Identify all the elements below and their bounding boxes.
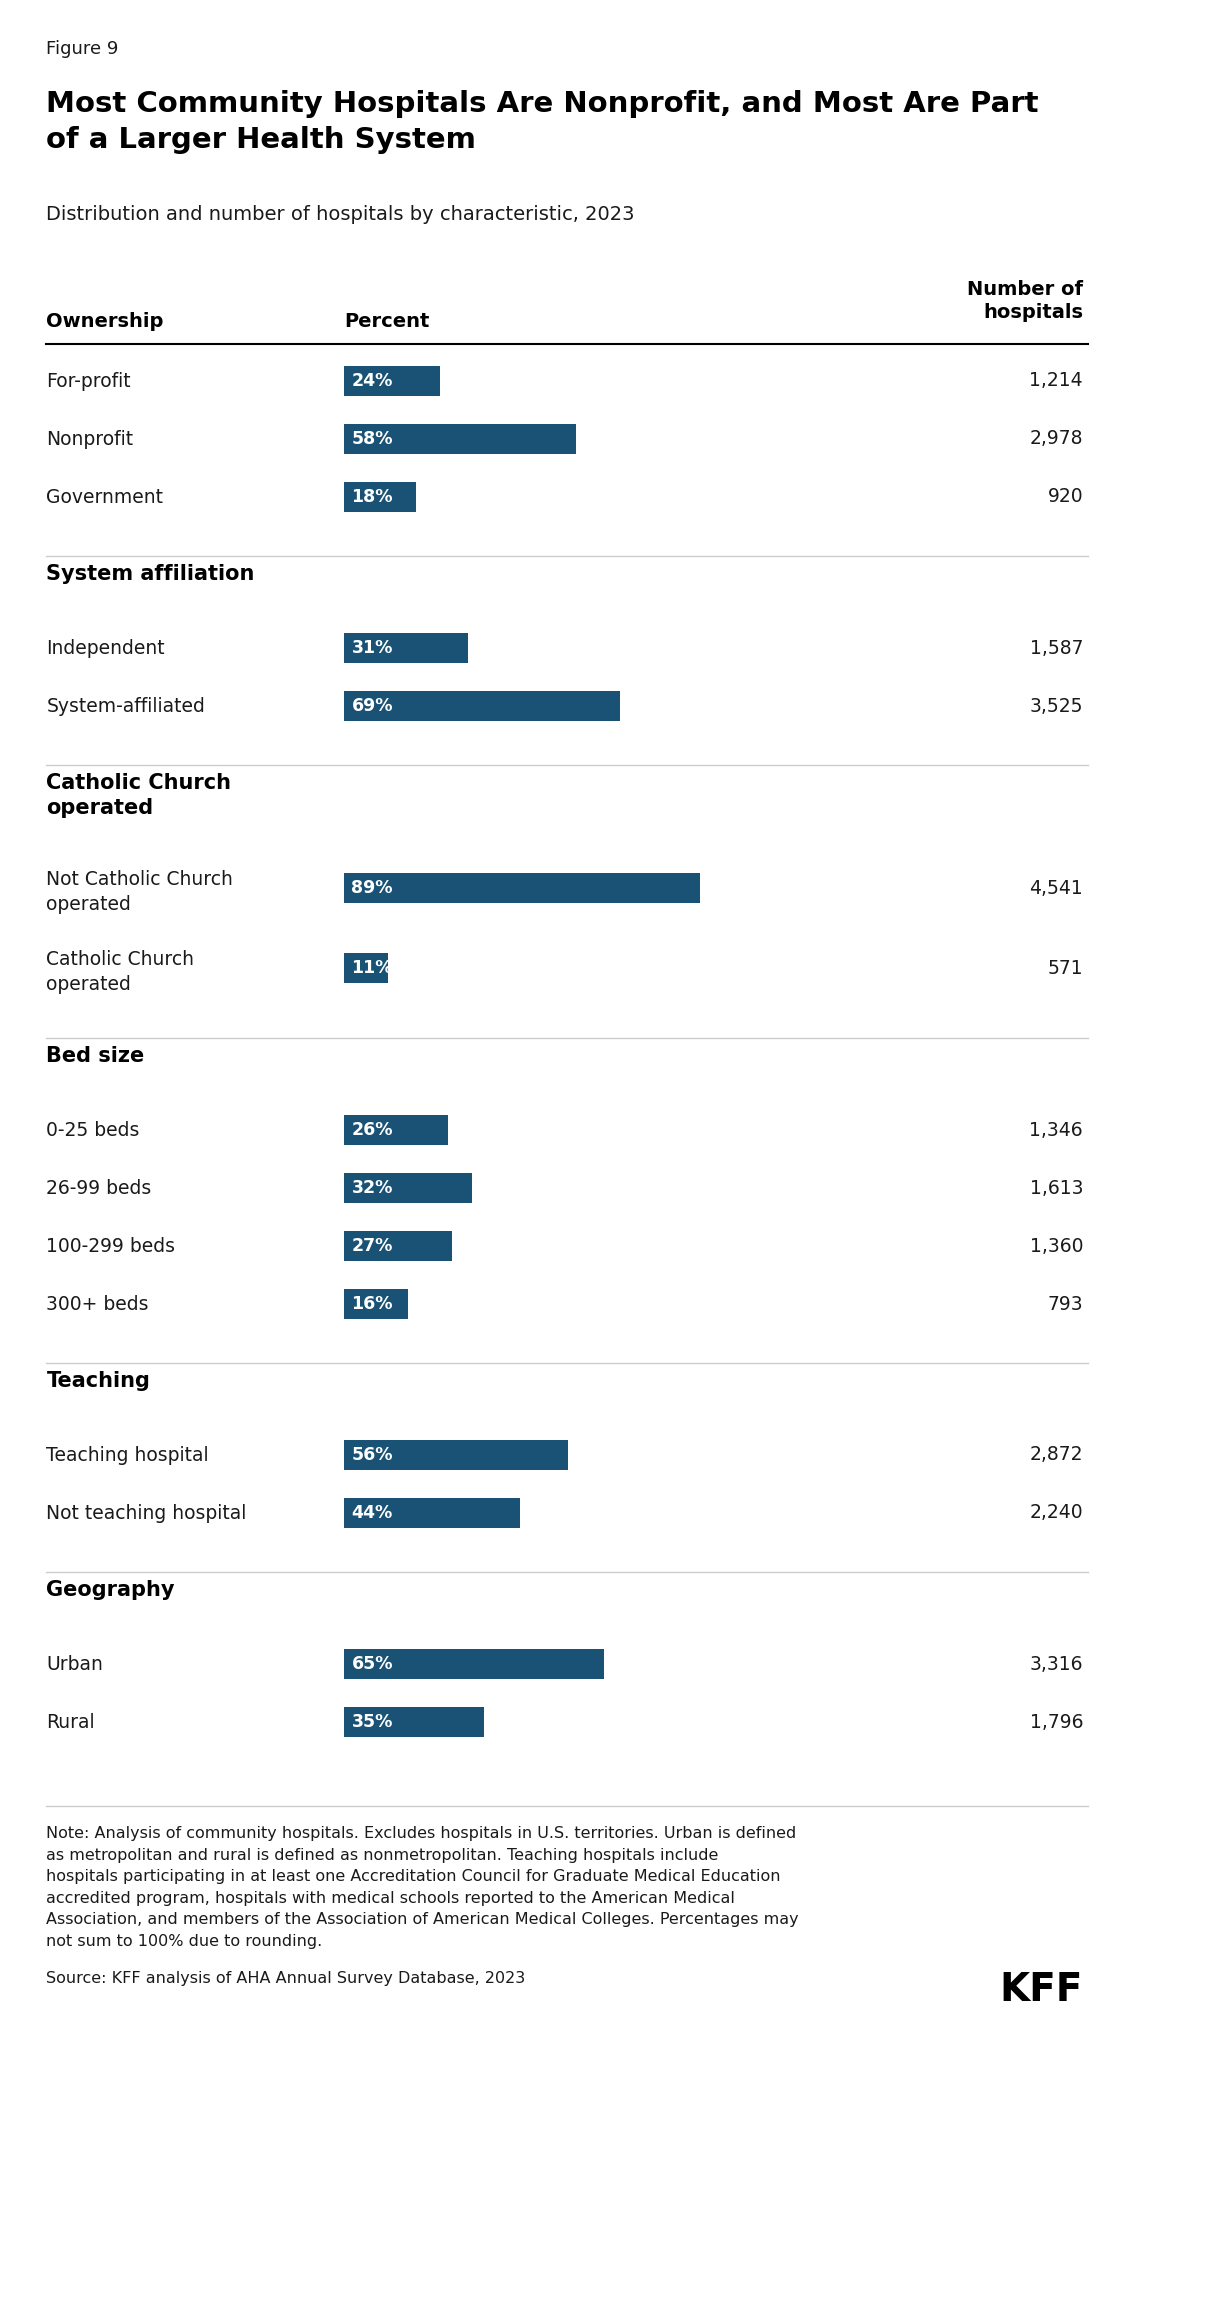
Text: Percent: Percent [344, 311, 429, 332]
Text: Geography: Geography [46, 1579, 174, 1600]
Text: 100-299 beds: 100-299 beds [46, 1238, 176, 1256]
Bar [344, 1707, 484, 1737]
Text: Not teaching hospital: Not teaching hospital [46, 1505, 246, 1523]
Text: Number of
hospitals: Number of hospitals [967, 281, 1083, 323]
Text: Rural: Rural [46, 1714, 95, 1732]
Bar [344, 1231, 451, 1261]
Text: 1,796: 1,796 [1030, 1714, 1083, 1732]
Text: 89%: 89% [351, 880, 393, 896]
Text: 65%: 65% [351, 1656, 393, 1672]
Text: 2,872: 2,872 [1030, 1447, 1083, 1465]
Bar [344, 692, 620, 722]
Text: 1,587: 1,587 [1030, 639, 1083, 657]
Text: Nonprofit: Nonprofit [46, 430, 134, 448]
Text: 44%: 44% [351, 1505, 393, 1521]
Text: KFF: KFF [999, 1971, 1083, 2009]
Text: 58%: 58% [351, 430, 393, 448]
Text: 3,316: 3,316 [1030, 1656, 1083, 1674]
Text: 3,525: 3,525 [1030, 697, 1083, 715]
Bar [344, 873, 700, 903]
Text: 1,346: 1,346 [1030, 1122, 1083, 1140]
Bar [344, 1173, 472, 1203]
Text: Note: Analysis of community hospitals. Excludes hospitals in U.S. territories. U: Note: Analysis of community hospitals. E… [46, 1825, 799, 1948]
Text: Teaching: Teaching [46, 1370, 150, 1391]
Text: Bed size: Bed size [46, 1045, 145, 1066]
Text: 31%: 31% [351, 639, 393, 657]
Text: Urban: Urban [46, 1656, 104, 1674]
Text: 4,541: 4,541 [1030, 878, 1083, 899]
Text: Figure 9: Figure 9 [46, 39, 118, 58]
Text: 18%: 18% [351, 488, 393, 506]
Text: 16%: 16% [351, 1296, 393, 1312]
Bar [344, 1115, 448, 1145]
Text: 0-25 beds: 0-25 beds [46, 1122, 140, 1140]
Text: 24%: 24% [351, 372, 393, 390]
Text: Independent: Independent [46, 639, 165, 657]
Text: 56%: 56% [351, 1447, 393, 1463]
Text: 920: 920 [1048, 488, 1083, 506]
Text: Source: KFF analysis of AHA Annual Survey Database, 2023: Source: KFF analysis of AHA Annual Surve… [46, 1971, 526, 1985]
Text: 1,214: 1,214 [1030, 372, 1083, 390]
Bar [344, 1440, 567, 1470]
Text: System-affiliated: System-affiliated [46, 697, 205, 715]
Text: 27%: 27% [351, 1238, 393, 1254]
Text: 571: 571 [1048, 959, 1083, 978]
Text: 1,360: 1,360 [1030, 1238, 1083, 1256]
Text: 26%: 26% [351, 1122, 393, 1140]
Text: 793: 793 [1048, 1293, 1083, 1314]
Text: 300+ beds: 300+ beds [46, 1296, 149, 1314]
Text: Not Catholic Church
operated: Not Catholic Church operated [46, 871, 233, 915]
Text: System affiliation: System affiliation [46, 564, 255, 585]
Bar [344, 367, 440, 397]
Bar [344, 1289, 407, 1319]
Text: 35%: 35% [351, 1714, 393, 1730]
Text: Catholic Church
operated: Catholic Church operated [46, 950, 194, 994]
Text: Catholic Church
operated: Catholic Church operated [46, 773, 232, 817]
Text: 1,613: 1,613 [1030, 1180, 1083, 1198]
Text: Government: Government [46, 488, 163, 506]
Text: 2,978: 2,978 [1030, 430, 1083, 448]
Bar [344, 1649, 604, 1679]
Text: 26-99 beds: 26-99 beds [46, 1180, 151, 1198]
Bar [344, 634, 468, 664]
Text: 69%: 69% [351, 697, 393, 715]
Text: For-profit: For-profit [46, 372, 131, 390]
Text: 2,240: 2,240 [1030, 1505, 1083, 1523]
Bar [344, 1498, 520, 1528]
Text: Distribution and number of hospitals by characteristic, 2023: Distribution and number of hospitals by … [46, 204, 634, 223]
Text: Ownership: Ownership [46, 311, 163, 332]
Bar [344, 483, 416, 511]
Bar [344, 425, 576, 455]
Text: 11%: 11% [351, 959, 393, 978]
Text: 32%: 32% [351, 1180, 393, 1198]
Text: Most Community Hospitals Are Nonprofit, and Most Are Part
of a Larger Health Sys: Most Community Hospitals Are Nonprofit, … [46, 91, 1039, 153]
Bar [344, 952, 388, 982]
Text: Teaching hospital: Teaching hospital [46, 1447, 209, 1465]
